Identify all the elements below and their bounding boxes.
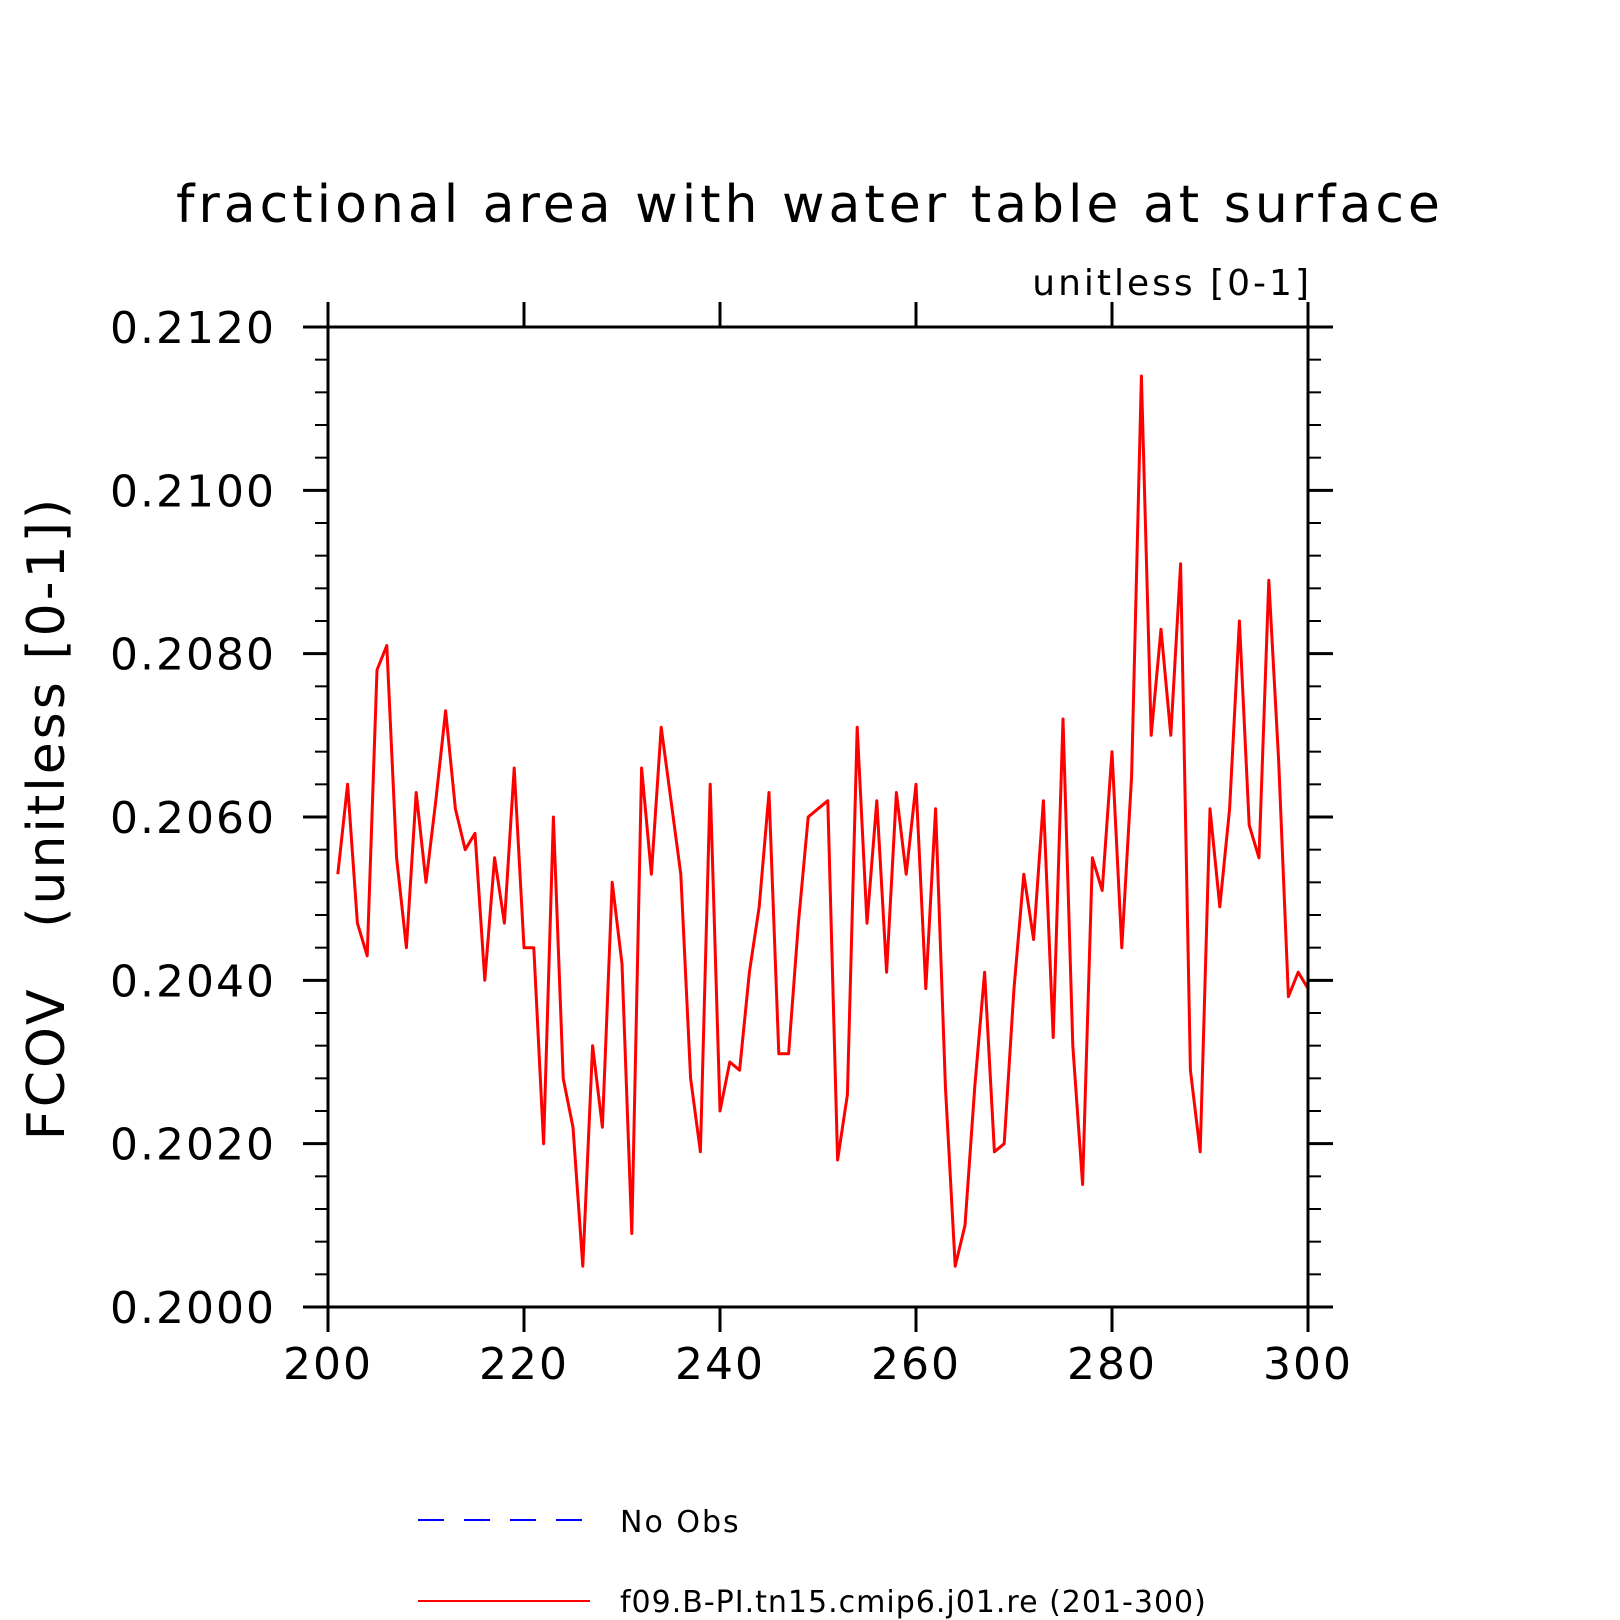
x-tick-label: 300	[1263, 1339, 1353, 1390]
plot-frame	[326, 325, 1310, 1309]
legend-label-no-obs: No Obs	[620, 1505, 741, 1540]
series-group	[336, 374, 1310, 1268]
y-tick-label: 0.2120	[110, 303, 276, 354]
y-axis-label: FCOV (unitless [0-1])	[17, 496, 77, 1140]
y-tick-label: 0.2040	[110, 956, 276, 1007]
y-tick-label: 0.2100	[110, 466, 276, 517]
x-tick-label: 280	[1067, 1339, 1157, 1390]
x-axis-ticks	[326, 302, 1310, 1332]
x-tick-label: 260	[871, 1339, 961, 1390]
y-tick-label: 0.2060	[110, 793, 276, 844]
y-tick-label: 0.2000	[110, 1283, 276, 1334]
chart-subtitle: unitless [0-1]	[1032, 263, 1312, 304]
series-line	[336, 374, 1310, 1268]
y-axis-ticks	[303, 325, 1333, 1309]
y-tick-label: 0.2080	[110, 630, 276, 681]
y-axis-tick-labels: 0.2000 0.2020 0.2040 0.2060 0.2080 0.2100 0.21…	[110, 303, 276, 1334]
y-tick-label: 0.2020	[110, 1120, 276, 1171]
legend-label-model: f09.B-PI.tn15.cmip6.j01.re (201-300)	[620, 1585, 1207, 1620]
x-tick-label: 240	[675, 1339, 765, 1390]
chart-title: fractional area with water table at surf…	[176, 175, 1444, 235]
x-tick-label: 220	[479, 1339, 569, 1390]
x-axis-tick-labels: 200 220 240 260 280 300	[283, 1339, 1353, 1390]
x-tick-label: 200	[283, 1339, 373, 1390]
legend: No Obs f09.B-PI.tn15.cmip6.j01.re (201-3…	[418, 1505, 1207, 1620]
